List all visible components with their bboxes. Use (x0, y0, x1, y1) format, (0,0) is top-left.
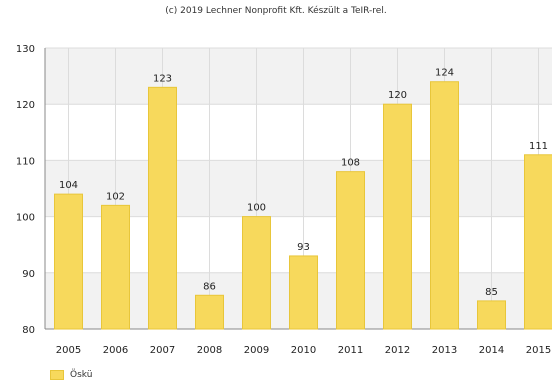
legend-label: Öskü (70, 370, 93, 380)
data-label: 104 (59, 180, 78, 191)
data-label: 102 (106, 191, 125, 202)
bar (101, 204, 130, 330)
bar (430, 81, 459, 330)
legend-swatch (50, 370, 64, 380)
bar (336, 171, 365, 330)
x-tick-label: 2009 (244, 345, 269, 356)
data-label: 123 (153, 73, 172, 84)
x-tick-label: 2005 (56, 345, 81, 356)
bar (148, 86, 177, 330)
x-tick-label: 2014 (479, 345, 504, 356)
bar (289, 255, 318, 330)
data-label: 111 (529, 141, 548, 152)
data-label: 120 (388, 90, 407, 101)
y-tick-label: 80 (22, 325, 35, 336)
bar (242, 216, 271, 330)
grid-band (45, 48, 552, 105)
bar (524, 154, 552, 330)
bar (477, 300, 506, 330)
data-label: 100 (247, 203, 266, 214)
data-label: 108 (341, 158, 360, 169)
bar (383, 103, 412, 330)
bar (195, 294, 224, 330)
data-label: 85 (485, 287, 498, 298)
data-label: 93 (297, 242, 310, 253)
legend: Öskü (50, 370, 92, 380)
data-label: 86 (203, 281, 216, 292)
bar (54, 193, 83, 330)
x-tick-label: 2011 (338, 345, 363, 356)
x-tick-label: 2008 (197, 345, 222, 356)
x-tick-label: 2007 (150, 345, 175, 356)
y-tick-label: 90 (22, 269, 35, 280)
x-tick-label: 2006 (103, 345, 128, 356)
data-label: 124 (435, 68, 454, 79)
x-tick-label: 2010 (291, 345, 316, 356)
x-tick-label: 2012 (385, 345, 410, 356)
y-tick-label: 120 (16, 100, 35, 111)
x-tick-label: 2013 (432, 345, 457, 356)
chart-credit: (c) 2019 Lechner Nonprofit Kft. Készült … (165, 6, 387, 16)
y-tick-label: 130 (16, 44, 35, 55)
x-tick-label: 2015 (526, 345, 551, 356)
y-tick-label: 100 (16, 213, 35, 224)
y-tick-label: 110 (16, 156, 35, 167)
